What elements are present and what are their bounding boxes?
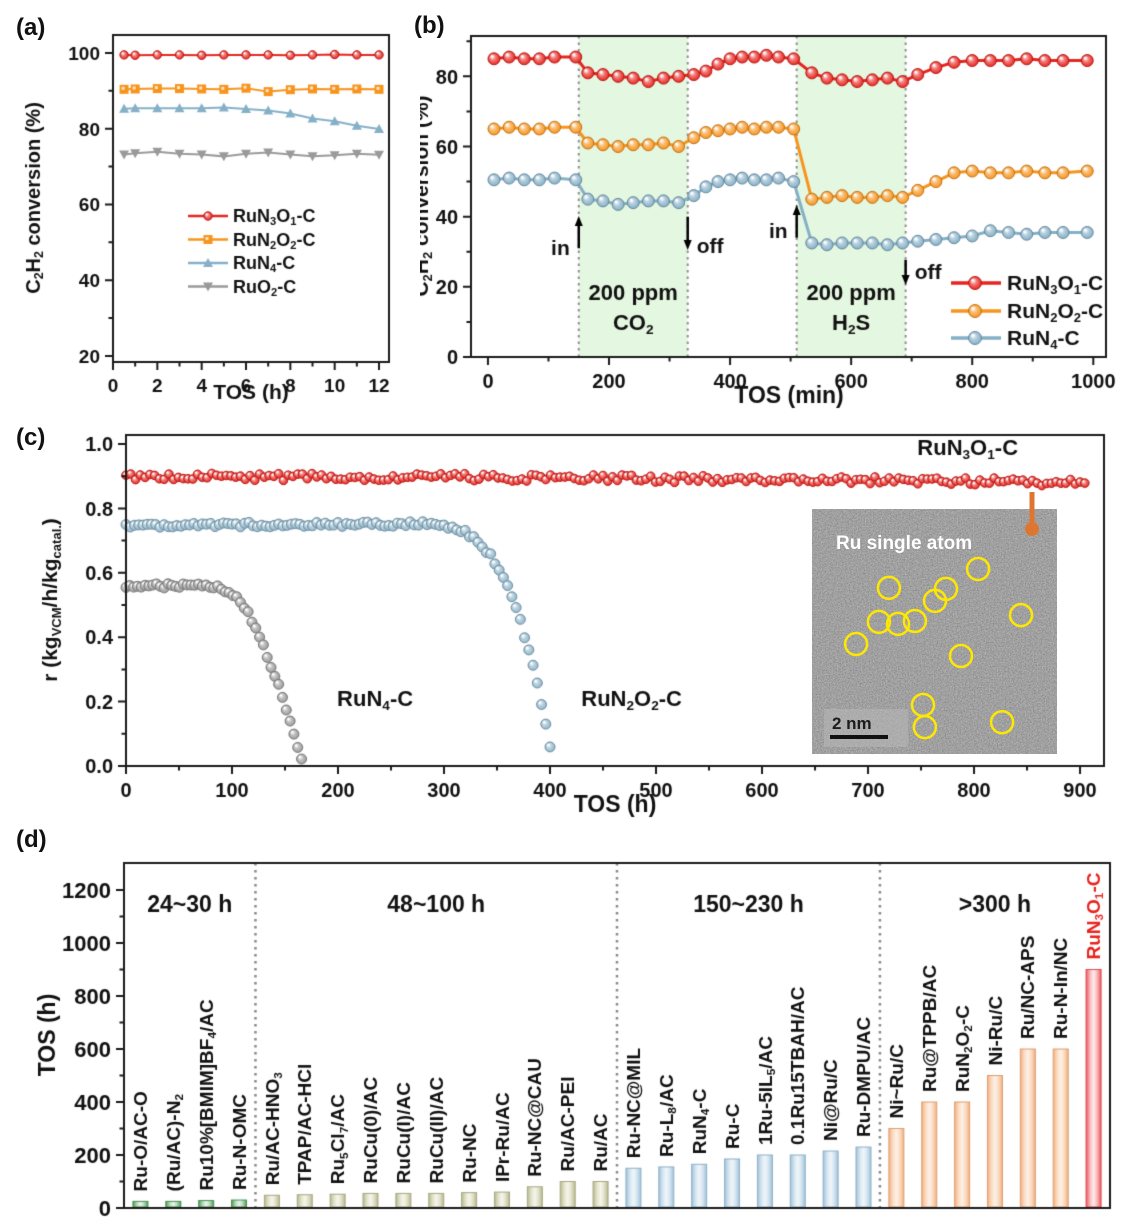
tem-title: Ru single atom: [836, 533, 972, 554]
ru-atom-circle: [902, 608, 928, 634]
ru-atom-circle: [866, 609, 892, 635]
ru-atom-circle: [965, 556, 991, 582]
ru-atom-circle: [989, 709, 1015, 735]
ru-atom-circle: [933, 576, 959, 602]
pointer-ball: [1025, 522, 1039, 536]
panel-b-chart: [420, 0, 1131, 415]
scale-bar-patch: [824, 709, 908, 747]
scale-bar-label: 2 nm: [832, 714, 872, 733]
panel-label-c: (c): [16, 424, 46, 451]
ru-atom-circles: [843, 556, 1034, 740]
panel-label-b: (b): [414, 12, 445, 39]
panel-label-d: (d): [16, 826, 47, 853]
ru-atom-circle: [1008, 602, 1034, 628]
ru-atom-circle: [885, 611, 911, 637]
scale-bar: [830, 735, 888, 739]
panel-d-chart: [0, 820, 1131, 1225]
ru-atom-circle: [912, 714, 938, 740]
ru-atom-circle: [876, 575, 902, 601]
ru-atom-circle: [843, 631, 869, 657]
tem-inset-image: Ru single atom 2 nm: [812, 509, 1057, 754]
annotation-pointer: [1025, 492, 1039, 536]
ru-atom-circle: [948, 643, 974, 669]
panel-label-a: (a): [16, 14, 46, 41]
panel-a-chart: [0, 0, 420, 415]
